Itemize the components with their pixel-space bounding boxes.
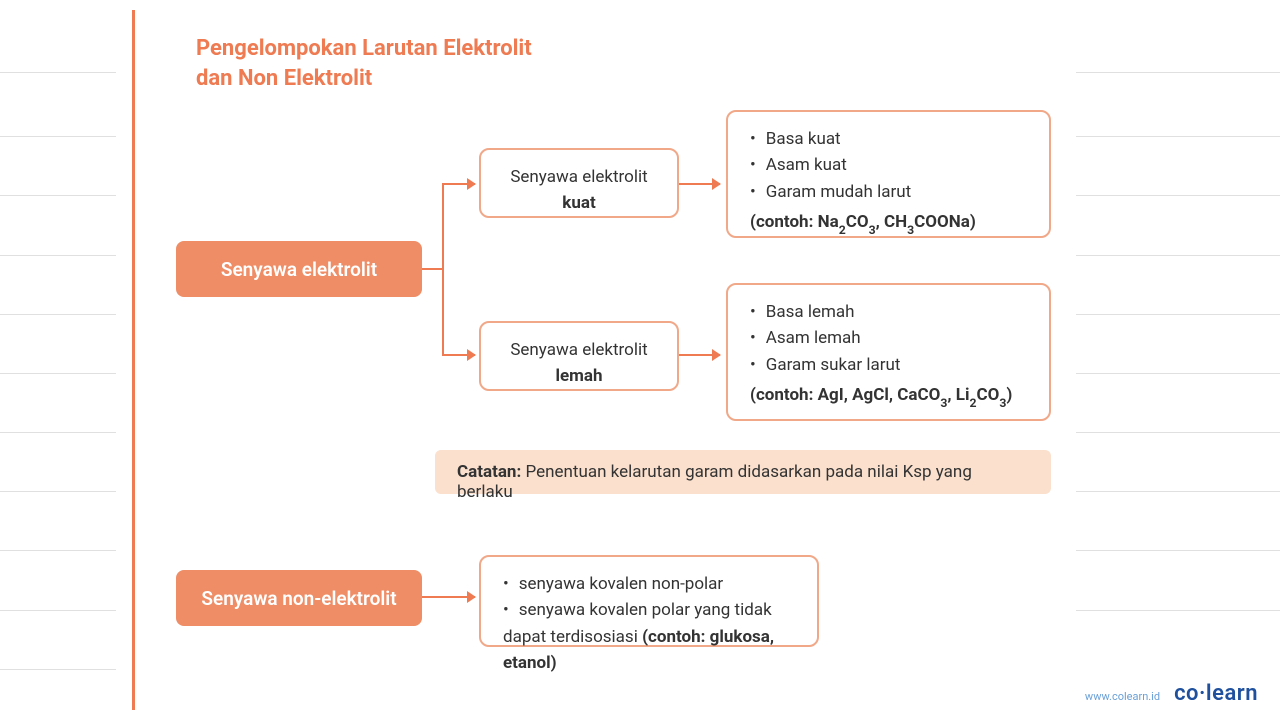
note-text: Penentuan kelarutan garam didasarkan pad… xyxy=(457,462,972,502)
footer: www.colearn.id co·learn xyxy=(1085,681,1258,706)
arrow-connector xyxy=(442,354,475,356)
arrow-connector xyxy=(679,183,720,185)
note-label: Catatan: xyxy=(457,462,521,482)
background-rule-line xyxy=(1076,136,1280,137)
list-item: Asam kuat xyxy=(750,152,1027,178)
arrow-connector xyxy=(442,183,475,185)
node-line-2: kuat xyxy=(562,193,595,213)
node-line-1: Senyawa elektrolit xyxy=(510,167,647,187)
background-rule-line xyxy=(0,314,116,315)
background-rule-line xyxy=(0,669,116,670)
list-item: Basa kuat xyxy=(750,126,1027,152)
list-item: Garam mudah larut xyxy=(750,179,1027,205)
example-lemah: (contoh: AgI, AgCl, CaCO3, Li2CO3) xyxy=(750,382,1027,410)
node-label: Senyawa elektrolit xyxy=(221,258,377,281)
background-rule-line xyxy=(0,136,116,137)
note-catatan: Catatan: Penentuan kelarutan garam didas… xyxy=(435,450,1051,494)
background-rule-line xyxy=(1076,72,1280,73)
connector-line xyxy=(442,183,444,356)
title-line-2: dan Non Elektrolit xyxy=(196,66,372,91)
background-rule-line xyxy=(0,255,116,256)
list-item: Asam lemah xyxy=(750,325,1027,351)
background-rule-line xyxy=(0,610,116,611)
node-elektrolit-kuat: Senyawa elektrolit kuat xyxy=(479,148,679,218)
node-line-2: lemah xyxy=(555,366,602,386)
background-rule-line xyxy=(1076,550,1280,551)
list-kuat: Basa kuatAsam kuatGaram mudah larut xyxy=(750,126,1027,205)
background-rule-line xyxy=(0,432,116,433)
page-title: Pengelompokan Larutan Elektrolit dan Non… xyxy=(196,34,532,93)
node-label: Senyawa non-elektrolit xyxy=(201,587,396,610)
node-elektrolit-lemah: Senyawa elektrolit lemah xyxy=(479,321,679,391)
background-rule-line xyxy=(1076,610,1280,611)
node-non-elektrolit-details: senyawa kovalen non-polarsenyawa kovalen… xyxy=(479,555,819,647)
list-item: senyawa kovalen polar yang tidak dapat t… xyxy=(503,597,795,676)
example-kuat: (contoh: Na2CO3, CH3COONa) xyxy=(750,209,1027,237)
background-rule-line xyxy=(0,550,116,551)
title-line-1: Pengelompokan Larutan Elektrolit xyxy=(196,36,532,61)
node-lemah-details: Basa lemahAsam lemahGaram sukar larut (c… xyxy=(726,283,1051,421)
vertical-accent-line xyxy=(132,10,135,710)
list-item: Garam sukar larut xyxy=(750,352,1027,378)
node-senyawa-elektrolit: Senyawa elektrolit xyxy=(176,241,422,297)
background-rule-line xyxy=(1076,373,1280,374)
node-kuat-details: Basa kuatAsam kuatGaram mudah larut (con… xyxy=(726,110,1051,238)
node-line-1: Senyawa elektrolit xyxy=(510,340,647,360)
arrow-connector xyxy=(679,354,720,356)
arrow-connector xyxy=(422,596,475,598)
background-rule-line xyxy=(0,72,116,73)
connector-line xyxy=(422,268,442,270)
node-senyawa-non-elektrolit: Senyawa non-elektrolit xyxy=(176,570,422,626)
background-rule-line xyxy=(1076,491,1280,492)
footer-logo: co·learn xyxy=(1174,681,1258,706)
background-rule-line xyxy=(1076,255,1280,256)
background-rule-line xyxy=(0,195,116,196)
background-rule-line xyxy=(1076,432,1280,433)
list-non-elektrolit: senyawa kovalen non-polarsenyawa kovalen… xyxy=(503,571,795,676)
background-rule-line xyxy=(1076,314,1280,315)
background-rule-line xyxy=(0,373,116,374)
list-item: Basa lemah xyxy=(750,299,1027,325)
background-rule-line xyxy=(0,491,116,492)
list-item: senyawa kovalen non-polar xyxy=(503,571,795,597)
background-rule-line xyxy=(1076,195,1280,196)
list-lemah: Basa lemahAsam lemahGaram sukar larut xyxy=(750,299,1027,378)
footer-url: www.colearn.id xyxy=(1085,690,1160,703)
